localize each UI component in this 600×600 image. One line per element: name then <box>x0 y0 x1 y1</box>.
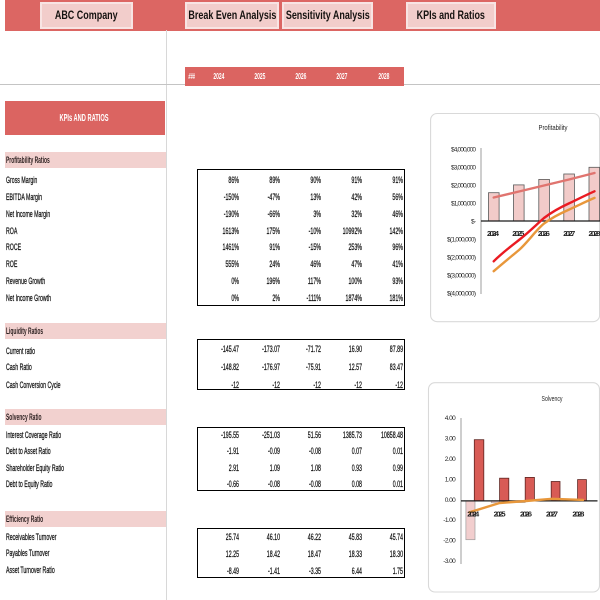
svg-text:2.00: 2.00 <box>445 456 456 463</box>
svg-text:2025: 2025 <box>512 229 525 238</box>
svg-text:-2.00: -2.00 <box>443 538 456 545</box>
svg-text:2027: 2027 <box>563 229 575 238</box>
svg-text:$2,000,000: $2,000,000 <box>451 182 476 189</box>
svg-text:2025: 2025 <box>494 510 507 519</box>
svg-text:$1,000,000: $1,000,000 <box>451 200 476 207</box>
svg-text:$3,000,000: $3,000,000 <box>451 164 476 171</box>
svg-text:$-: $- <box>471 218 476 225</box>
svg-text:$4,000,000: $4,000,000 <box>451 146 476 153</box>
svg-text:$(2,000,000): $(2,000,000) <box>447 254 476 261</box>
svg-text:2028: 2028 <box>572 510 584 519</box>
svg-text:4.00: 4.00 <box>445 415 456 422</box>
svg-text:2026: 2026 <box>538 229 550 238</box>
svg-text:2026: 2026 <box>520 510 532 519</box>
svg-text:$(1,000,000): $(1,000,000) <box>447 236 476 243</box>
svg-text:2024: 2024 <box>487 229 500 238</box>
svg-text:Solvency: Solvency <box>542 394 563 403</box>
svg-text:-3.00: -3.00 <box>443 558 456 565</box>
svg-text:2028: 2028 <box>589 229 600 238</box>
svg-text:$(4,000,000): $(4,000,000) <box>447 290 476 297</box>
svg-text:$(3,000,000): $(3,000,000) <box>447 272 476 279</box>
svg-text:1.00: 1.00 <box>445 476 456 483</box>
svg-text:2027: 2027 <box>546 510 558 519</box>
svg-text:2024: 2024 <box>467 510 480 519</box>
svg-text:0.00: 0.00 <box>445 497 456 504</box>
svg-text:-1.00: -1.00 <box>443 517 456 524</box>
svg-text:Profitability: Profitability <box>539 123 568 132</box>
svg-text:3.00: 3.00 <box>445 436 456 443</box>
